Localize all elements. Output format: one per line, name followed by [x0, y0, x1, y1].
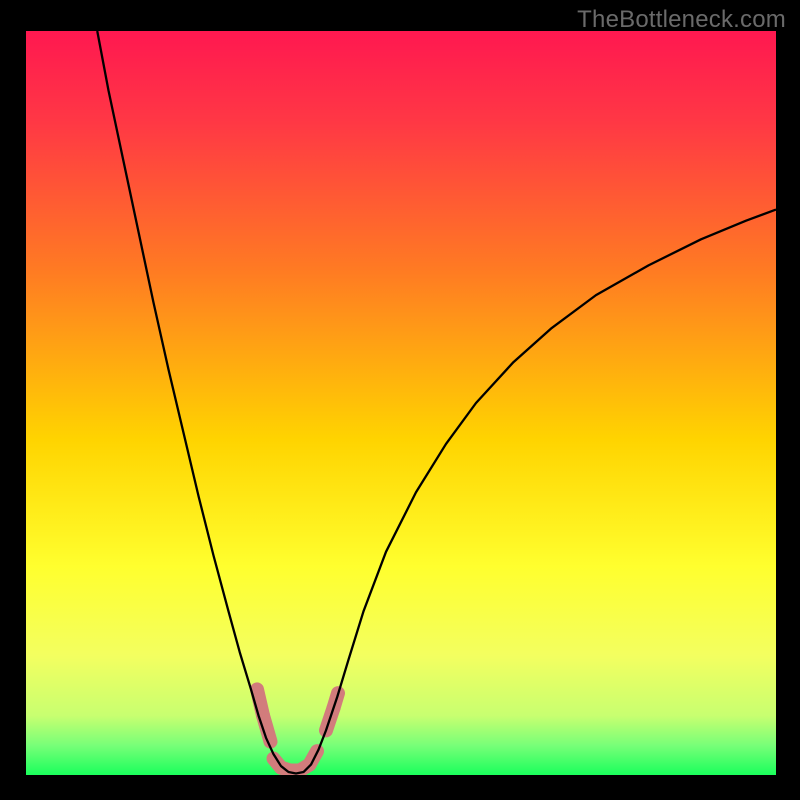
- plot-frame: [26, 31, 776, 775]
- bottleneck-curve: [97, 31, 776, 774]
- plot-gradient-area: [26, 31, 776, 775]
- watermark-text: TheBottleneck.com: [577, 6, 786, 34]
- curve-svg: [26, 31, 776, 775]
